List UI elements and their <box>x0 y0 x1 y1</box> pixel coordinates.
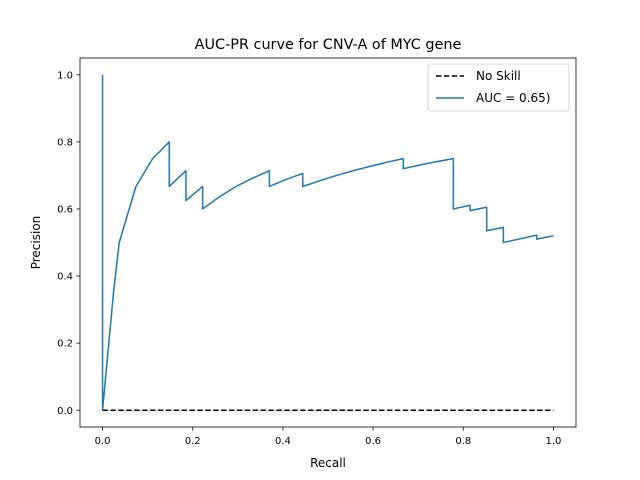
y-tick-label: 0.2 <box>57 339 73 350</box>
x-tick-label: 0.6 <box>365 436 381 447</box>
x-tick-label: 0.0 <box>95 436 111 447</box>
chart-title: AUC-PR curve for CNV-A of MYC gene <box>195 37 462 53</box>
legend-label-0: No Skill <box>476 69 521 83</box>
x-axis-label: Recall <box>310 456 346 470</box>
series-line-1 <box>101 74 554 411</box>
plot-frame <box>79 57 577 428</box>
ticks-layer: 0.0 0.2 0.4 0.6 0.8 1.0 0.0 0.2 0.4 0.6 0.8 1.0 <box>57 70 561 447</box>
legend: No Skill AUC = 0.65) <box>427 63 570 112</box>
legend-label-1: AUC = 0.65) <box>476 91 550 105</box>
y-tick-label: 1.0 <box>57 70 73 81</box>
series-layer <box>101 74 554 411</box>
y-tick-label: 0.8 <box>57 137 73 148</box>
x-tick-label: 0.4 <box>275 436 291 447</box>
x-tick-label: 1.0 <box>546 436 562 447</box>
y-tick-label: 0.0 <box>57 406 73 417</box>
y-axis-label: Precision <box>29 216 43 270</box>
x-tick-label: 0.2 <box>185 436 201 447</box>
y-tick-label: 0.4 <box>57 272 73 283</box>
y-tick-label: 0.6 <box>57 205 73 216</box>
x-tick-label: 0.8 <box>455 436 471 447</box>
